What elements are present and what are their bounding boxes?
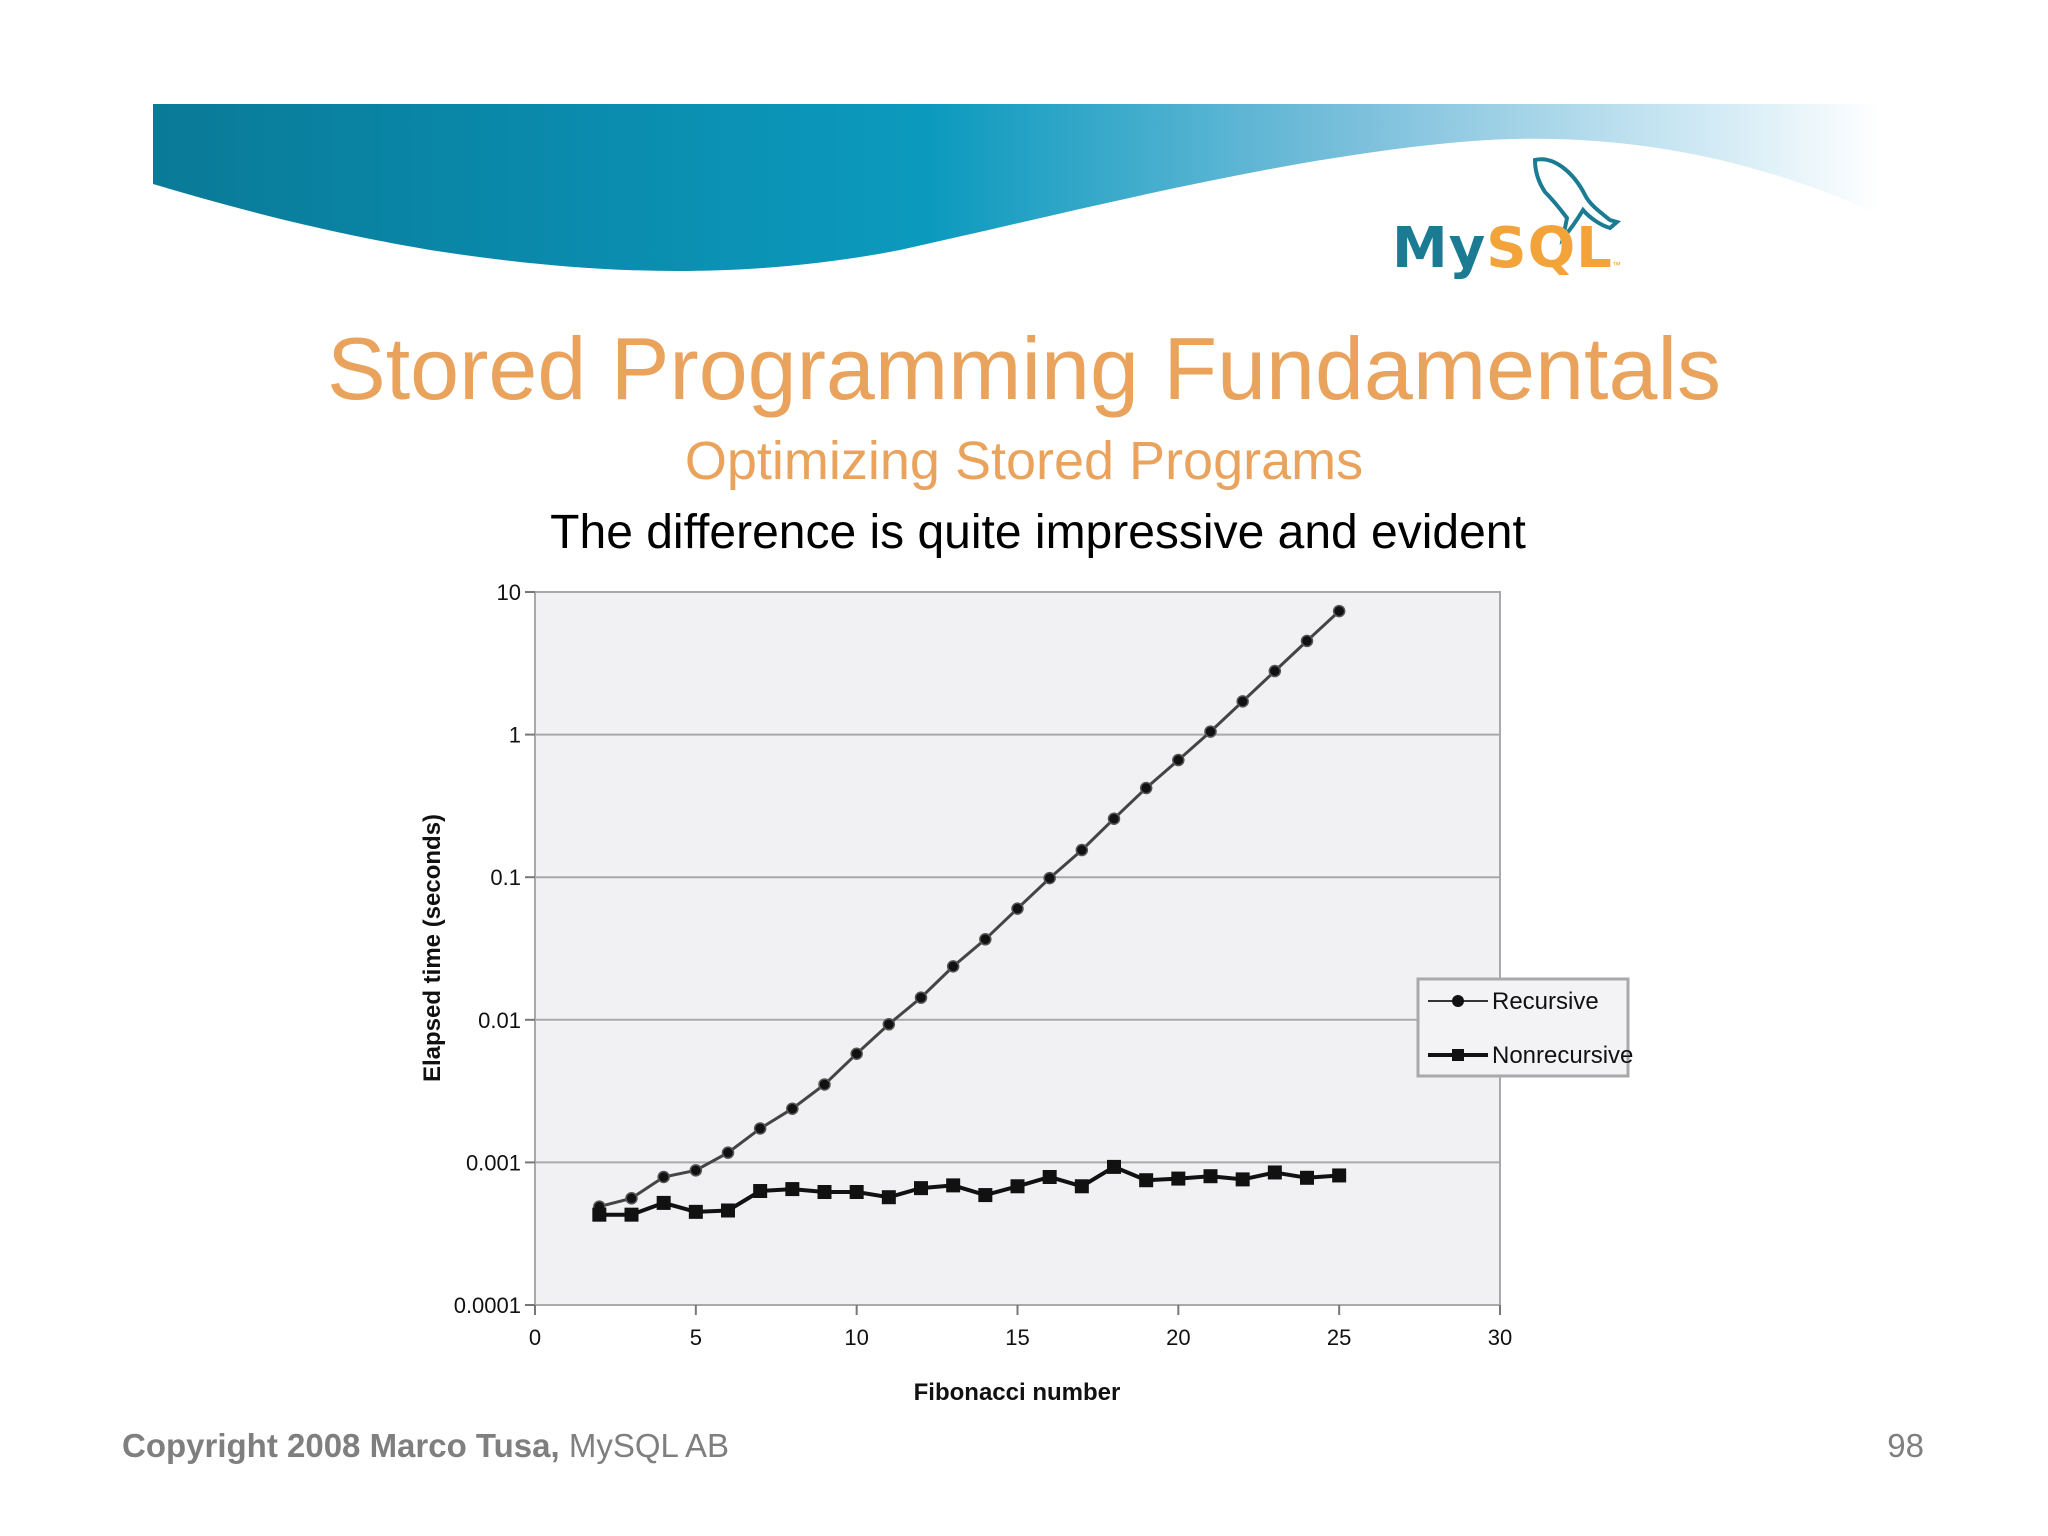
- legend-label-recursive: Recursive: [1492, 988, 1599, 1015]
- x-tick-label: 15: [1005, 1325, 1029, 1350]
- page-number: 98: [1887, 1427, 1924, 1464]
- data-point-nonrecursive: [1203, 1169, 1218, 1184]
- data-point-nonrecursive: [753, 1184, 768, 1199]
- data-point-recursive: [786, 1102, 799, 1115]
- data-point-recursive: [850, 1047, 863, 1060]
- y-axis-label: Elapsed time (seconds): [419, 814, 446, 1082]
- data-point-nonrecursive: [1267, 1165, 1282, 1180]
- data-point-recursive: [1107, 812, 1121, 825]
- x-tick-label: 0: [529, 1325, 541, 1350]
- slide-caption: The difference is quite impressive and e…: [550, 506, 1526, 559]
- x-tick-label: 30: [1488, 1325, 1512, 1350]
- legend-marker-recursive: [1452, 995, 1464, 1007]
- data-point-recursive: [1332, 604, 1346, 618]
- slide-subtitle: Optimizing Stored Programs: [684, 431, 1364, 491]
- y-tick-label: 1: [509, 723, 521, 748]
- data-point-recursive: [1139, 781, 1153, 795]
- slide-title: Stored Programming Fundamentals: [327, 319, 1721, 418]
- plot-area: [534, 591, 1501, 1306]
- data-point-recursive: [946, 960, 960, 973]
- logo-trademark: ™: [1612, 260, 1621, 270]
- series-layer: [592, 604, 1347, 1222]
- y-tick-label: 0.001: [466, 1150, 521, 1175]
- data-point-recursive: [1300, 634, 1314, 648]
- data-point-recursive: [721, 1146, 735, 1159]
- y-axis-ticks: 10 1 0.1 0.01 0.001 0.0001: [454, 580, 535, 1318]
- data-point-recursive: [979, 933, 992, 946]
- data-point-recursive: [753, 1122, 767, 1135]
- data-point-nonrecursive: [656, 1195, 671, 1210]
- data-point-recursive: [625, 1192, 638, 1205]
- footer-copyright: Copyright 2008 Marco Tusa, MySQL AB: [122, 1427, 729, 1465]
- mysql-logo: MySQL: [1392, 216, 1613, 281]
- header-banner: [153, 104, 1880, 271]
- data-point-recursive: [1043, 871, 1056, 885]
- company-text: MySQL AB: [559, 1427, 730, 1464]
- data-point-nonrecursive: [1139, 1173, 1154, 1188]
- data-point-nonrecursive: [1042, 1169, 1057, 1184]
- y-tick-label: 10: [497, 580, 521, 605]
- copyright-text: Copyright 2008 Marco Tusa,: [122, 1427, 560, 1464]
- data-point-recursive: [1075, 843, 1089, 857]
- data-point-nonrecursive: [1235, 1172, 1250, 1187]
- data-point-nonrecursive: [1074, 1179, 1089, 1194]
- logo-sql: SQL: [1486, 216, 1613, 281]
- data-point-recursive: [1268, 664, 1282, 678]
- logo-my: My: [1392, 216, 1487, 281]
- data-point-nonrecursive: [688, 1204, 703, 1219]
- y-tick-label: 0.0001: [454, 1293, 521, 1318]
- x-tick-label: 5: [690, 1325, 702, 1350]
- data-point-nonrecursive: [914, 1181, 928, 1196]
- data-point-recursive: [914, 991, 928, 1004]
- legend-label-nonrecursive: Nonrecursive: [1492, 1042, 1633, 1069]
- x-axis-label: Fibonacci number: [914, 1379, 1121, 1406]
- data-point-nonrecursive: [1107, 1159, 1121, 1174]
- elapsed-time-chart: 10 1 0.1 0.01 0.001 0.0001 0 5 10 15 20 25 30 Fibon…: [419, 580, 1633, 1406]
- y-tick-label: 0.1: [490, 865, 521, 890]
- data-point-nonrecursive: [592, 1207, 607, 1222]
- chart-legend: Recursive Nonrecursive: [1416, 977, 1633, 1078]
- gridlines: [535, 733, 1500, 1164]
- data-point-nonrecursive: [785, 1182, 800, 1197]
- x-tick-label: 20: [1166, 1325, 1190, 1350]
- data-point-recursive: [1204, 725, 1217, 738]
- data-point-recursive: [1236, 695, 1249, 708]
- data-point-nonrecursive: [817, 1185, 832, 1200]
- data-point-recursive: [882, 1018, 896, 1031]
- data-point-nonrecursive: [881, 1190, 896, 1205]
- x-tick-label: 25: [1327, 1325, 1351, 1350]
- data-point-nonrecursive: [978, 1188, 993, 1203]
- data-point-nonrecursive: [624, 1207, 639, 1222]
- data-point-nonrecursive: [849, 1185, 864, 1200]
- data-point-recursive: [1011, 902, 1024, 915]
- y-tick-label: 0.01: [478, 1008, 521, 1033]
- x-tick-label: 10: [844, 1325, 868, 1350]
- data-point-recursive: [689, 1164, 703, 1177]
- data-point-nonrecursive: [721, 1203, 735, 1218]
- data-point-recursive: [657, 1170, 670, 1184]
- legend-marker-nonrecursive: [1452, 1049, 1464, 1061]
- data-point-nonrecursive: [1171, 1171, 1186, 1186]
- data-point-nonrecursive: [1010, 1179, 1025, 1194]
- data-point-nonrecursive: [1300, 1170, 1314, 1185]
- data-point-recursive: [818, 1078, 831, 1091]
- data-point-nonrecursive: [946, 1178, 961, 1193]
- data-point-nonrecursive: [1332, 1168, 1347, 1183]
- data-point-recursive: [1172, 753, 1185, 767]
- x-axis-ticks: 0 5 10 15 20 25 30: [529, 1305, 1512, 1350]
- mysql-dolphin-icon: [1532, 157, 1622, 245]
